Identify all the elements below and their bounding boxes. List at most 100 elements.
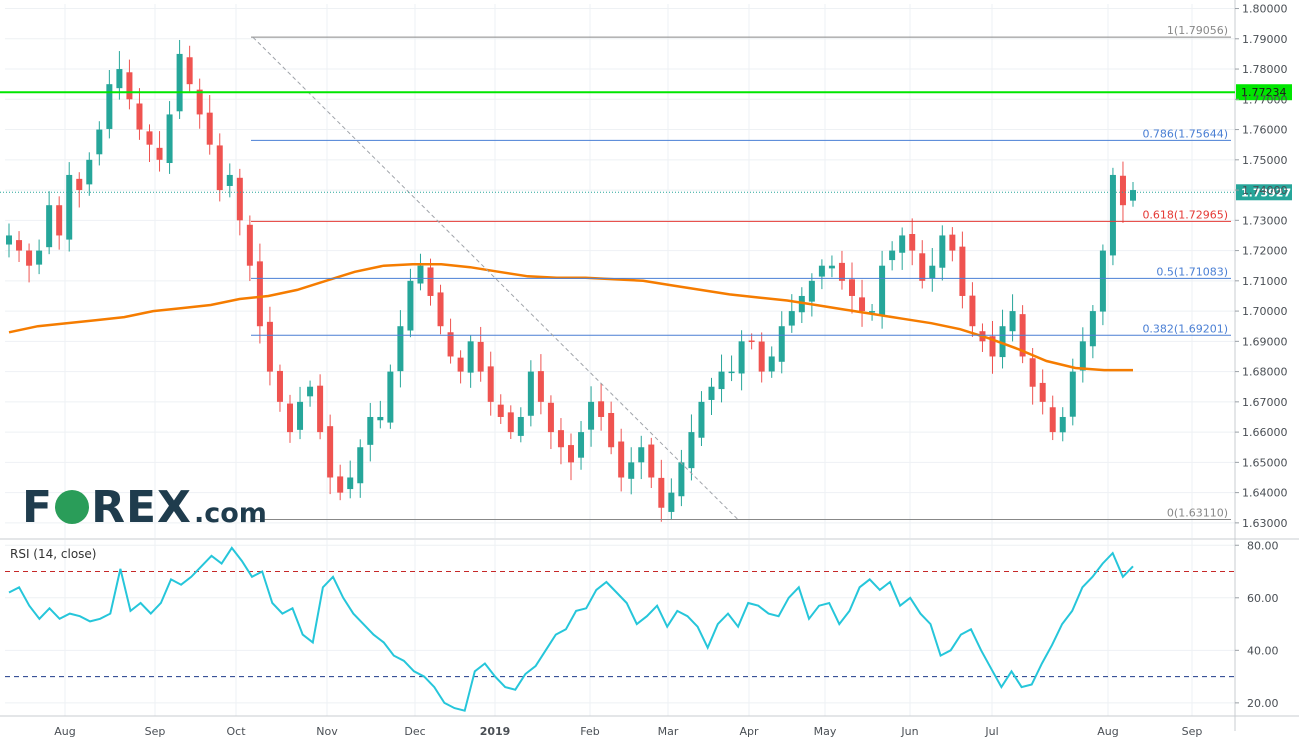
candle-body (337, 476, 344, 493)
price-tick-label: 1.69000 (1242, 335, 1288, 348)
candle-body (889, 250, 896, 261)
price-tick-label: 1.66000 (1242, 426, 1288, 439)
candle-body (537, 371, 544, 402)
price-tick-label: 1.68000 (1242, 366, 1288, 379)
rsi-tick-label: 20.00 (1247, 697, 1279, 710)
forex-logo: F REX .com (22, 482, 267, 533)
moving-average-line (8, 262, 1133, 372)
candle-body (266, 321, 273, 372)
candle-body (287, 403, 293, 433)
candle-body (949, 234, 956, 251)
candle-body (608, 412, 615, 448)
candle-body (106, 84, 113, 129)
last-price-tag (1236, 184, 1292, 201)
candle-body (929, 265, 936, 279)
fib-level-label: 0(1.63110) (1167, 507, 1228, 520)
candle-body (628, 462, 635, 479)
time-tick-label: Mar (658, 725, 679, 738)
candle-body (176, 53, 183, 112)
candle-body (186, 57, 193, 85)
time-tick-label: Oct (226, 725, 246, 738)
candle-body (1029, 358, 1036, 387)
time-tick-label: Apr (739, 725, 759, 738)
fib-level-label: 0.382(1.69201) (1142, 322, 1228, 335)
candle-body (367, 416, 374, 445)
candle-body (999, 326, 1006, 358)
candle-body (397, 326, 404, 372)
fib-level-label: 0.5(1.71083) (1156, 265, 1228, 278)
candle-body (939, 235, 946, 268)
candle-body (96, 129, 103, 155)
candle-body (899, 235, 906, 253)
trend-line (252, 36, 739, 520)
logo-rex: REX (91, 482, 192, 533)
candle-body (56, 205, 63, 236)
candle-body (919, 253, 926, 281)
price-tick-label: 1.78000 (1242, 63, 1288, 76)
candle-body (327, 426, 334, 478)
candle-body (507, 412, 514, 433)
resistance-price-text: 1.77234 (1241, 86, 1287, 99)
candle-body (1049, 407, 1056, 433)
candle-body (527, 371, 534, 416)
time-tick-label: Feb (580, 725, 599, 738)
resistance-price-tag (1236, 84, 1292, 101)
candle-body (909, 234, 916, 251)
candle-body (317, 385, 324, 433)
candle-body (818, 265, 825, 277)
price-tick-label: 1.70000 (1242, 305, 1288, 318)
logo-f: F (22, 482, 54, 533)
candle-body (66, 174, 73, 240)
candle-body (557, 430, 564, 448)
candle-body (1119, 175, 1126, 206)
candle-body (136, 103, 143, 130)
price-tick-label: 1.64000 (1242, 487, 1288, 500)
candle-body (588, 401, 595, 430)
candle-body (728, 371, 735, 374)
candle-body (788, 311, 795, 326)
candle-body (618, 441, 625, 478)
candle-body (1109, 174, 1116, 256)
price-tick-label: 1.80000 (1242, 3, 1288, 16)
candle-body (297, 401, 304, 430)
price-tick-label: 1.79000 (1242, 33, 1288, 46)
candle-body (457, 357, 464, 372)
candle-body (959, 246, 966, 296)
candle-body (1069, 371, 1076, 417)
candle-body (1009, 311, 1016, 332)
candle-body (6, 235, 12, 245)
candle-body (798, 295, 805, 313)
candle-body (196, 89, 203, 115)
candle-body (969, 295, 976, 327)
price-tick-label: 1.74000 (1242, 184, 1288, 197)
candle-body (1079, 341, 1086, 371)
candle-body (638, 447, 645, 463)
candle-body (146, 131, 153, 145)
logo-domain: .com (193, 498, 267, 529)
candle-body (246, 224, 253, 266)
candle-body (36, 250, 43, 265)
price-tick-label: 1.72000 (1242, 245, 1288, 258)
candle-body (648, 444, 655, 478)
candle-body (1130, 190, 1136, 201)
price-tick-label: 1.73000 (1242, 214, 1288, 227)
candle-body (126, 72, 133, 100)
candle-body (678, 462, 685, 497)
candle-body (748, 340, 755, 343)
candle-body (437, 292, 444, 327)
time-tick-label: Aug (54, 725, 75, 738)
rsi-tick-label: 60.00 (1247, 592, 1279, 605)
candle-body (206, 112, 213, 145)
candle-body (778, 326, 785, 362)
rsi-title: RSI (14, close) (10, 547, 96, 561)
candle-body (347, 477, 354, 490)
candle-body (1089, 311, 1096, 347)
price-tick-label: 1.77000 (1242, 93, 1288, 106)
candle-body (387, 371, 394, 423)
candle-body (497, 404, 504, 417)
candle-body (828, 265, 835, 269)
time-tick-label: May (814, 725, 837, 738)
candle-body (256, 261, 263, 327)
candle-body (859, 297, 866, 312)
